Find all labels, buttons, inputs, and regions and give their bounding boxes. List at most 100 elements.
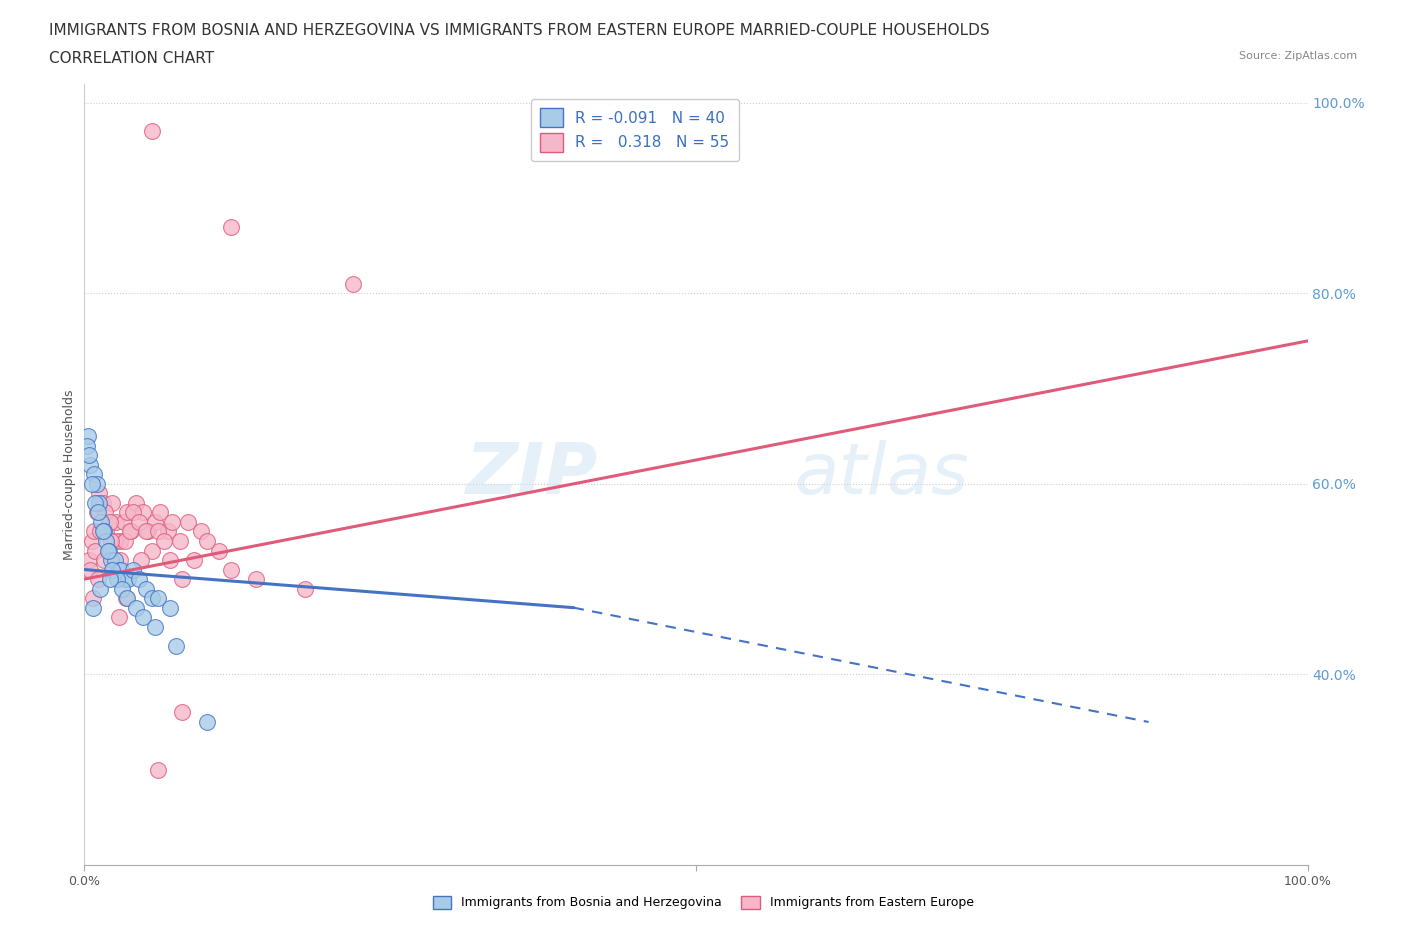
Point bbox=[76, 438, 98, 453]
Point bbox=[146, 763, 169, 777]
Point bbox=[87, 505, 110, 520]
Point bbox=[108, 534, 131, 549]
Point bbox=[77, 552, 100, 567]
Point bbox=[98, 572, 121, 587]
Point bbox=[108, 552, 131, 567]
Point bbox=[146, 591, 169, 605]
Point bbox=[101, 496, 124, 511]
Point bbox=[125, 496, 148, 511]
Point bbox=[87, 572, 110, 587]
Point bbox=[219, 219, 242, 234]
Point bbox=[97, 543, 120, 558]
Point bbox=[115, 505, 138, 520]
Point bbox=[93, 524, 115, 538]
Point bbox=[87, 496, 110, 511]
Point bbox=[96, 534, 118, 549]
Point bbox=[156, 524, 179, 538]
Point bbox=[122, 562, 145, 577]
Point bbox=[120, 524, 142, 538]
Point bbox=[136, 524, 159, 538]
Point bbox=[93, 552, 115, 567]
Point bbox=[342, 276, 364, 291]
Point bbox=[219, 562, 242, 577]
Point bbox=[159, 600, 181, 615]
Text: ZIP: ZIP bbox=[465, 440, 598, 509]
Point bbox=[169, 534, 191, 549]
Point bbox=[172, 705, 194, 720]
Point bbox=[91, 496, 114, 511]
Point bbox=[125, 600, 148, 615]
Point bbox=[82, 600, 104, 615]
Point bbox=[132, 505, 155, 520]
Point bbox=[94, 505, 117, 520]
Point bbox=[89, 581, 111, 596]
Point bbox=[177, 514, 200, 529]
Point bbox=[146, 524, 169, 538]
Point bbox=[82, 591, 104, 605]
Point bbox=[89, 524, 111, 538]
Point bbox=[112, 514, 135, 529]
Point bbox=[122, 505, 145, 520]
Point bbox=[96, 524, 118, 538]
Point bbox=[129, 552, 152, 567]
Point bbox=[128, 514, 150, 529]
Point bbox=[107, 610, 129, 625]
Point bbox=[294, 581, 316, 596]
Legend: R = -0.091   N = 40, R =   0.318   N = 55: R = -0.091 N = 40, R = 0.318 N = 55 bbox=[531, 100, 738, 161]
Point bbox=[118, 524, 141, 538]
Text: Source: ZipAtlas.com: Source: ZipAtlas.com bbox=[1239, 51, 1357, 61]
Point bbox=[86, 505, 108, 520]
Point bbox=[110, 562, 132, 577]
Point bbox=[98, 514, 121, 529]
Point bbox=[162, 514, 184, 529]
Point bbox=[79, 458, 101, 472]
Point bbox=[183, 552, 205, 567]
Point bbox=[84, 543, 107, 558]
Point bbox=[84, 496, 107, 511]
Point bbox=[165, 638, 187, 653]
Legend: Immigrants from Bosnia and Herzegovina, Immigrants from Eastern Europe: Immigrants from Bosnia and Herzegovina, … bbox=[427, 891, 979, 914]
Point bbox=[141, 591, 163, 605]
Point bbox=[208, 543, 231, 558]
Point bbox=[172, 572, 194, 587]
Point bbox=[114, 534, 136, 549]
Point bbox=[79, 562, 101, 577]
Point bbox=[105, 572, 128, 587]
Point bbox=[77, 448, 100, 463]
Point bbox=[195, 714, 218, 729]
Point bbox=[141, 543, 163, 558]
Point bbox=[132, 610, 155, 625]
Point bbox=[107, 562, 129, 577]
Point bbox=[115, 591, 138, 605]
Point bbox=[83, 467, 105, 482]
Point bbox=[77, 429, 100, 444]
Point bbox=[149, 505, 172, 520]
Point bbox=[100, 552, 122, 567]
Point bbox=[87, 485, 110, 500]
Point bbox=[104, 534, 127, 549]
Point bbox=[143, 514, 166, 529]
Point bbox=[190, 524, 212, 538]
Point bbox=[135, 524, 157, 538]
Point bbox=[143, 619, 166, 634]
Point bbox=[101, 562, 124, 577]
Point bbox=[100, 534, 122, 549]
Point bbox=[117, 572, 139, 587]
Y-axis label: Married-couple Households: Married-couple Households bbox=[63, 389, 76, 560]
Point bbox=[128, 572, 150, 587]
Point bbox=[135, 581, 157, 596]
Point bbox=[141, 124, 163, 139]
Point bbox=[111, 581, 134, 596]
Point bbox=[80, 534, 103, 549]
Point bbox=[86, 476, 108, 491]
Text: atlas: atlas bbox=[794, 440, 969, 509]
Point bbox=[97, 514, 120, 529]
Point bbox=[80, 476, 103, 491]
Point bbox=[245, 572, 267, 587]
Point bbox=[83, 524, 105, 538]
Point bbox=[105, 514, 128, 529]
Text: CORRELATION CHART: CORRELATION CHART bbox=[49, 51, 214, 66]
Point bbox=[115, 591, 138, 605]
Point bbox=[195, 534, 218, 549]
Point bbox=[159, 552, 181, 567]
